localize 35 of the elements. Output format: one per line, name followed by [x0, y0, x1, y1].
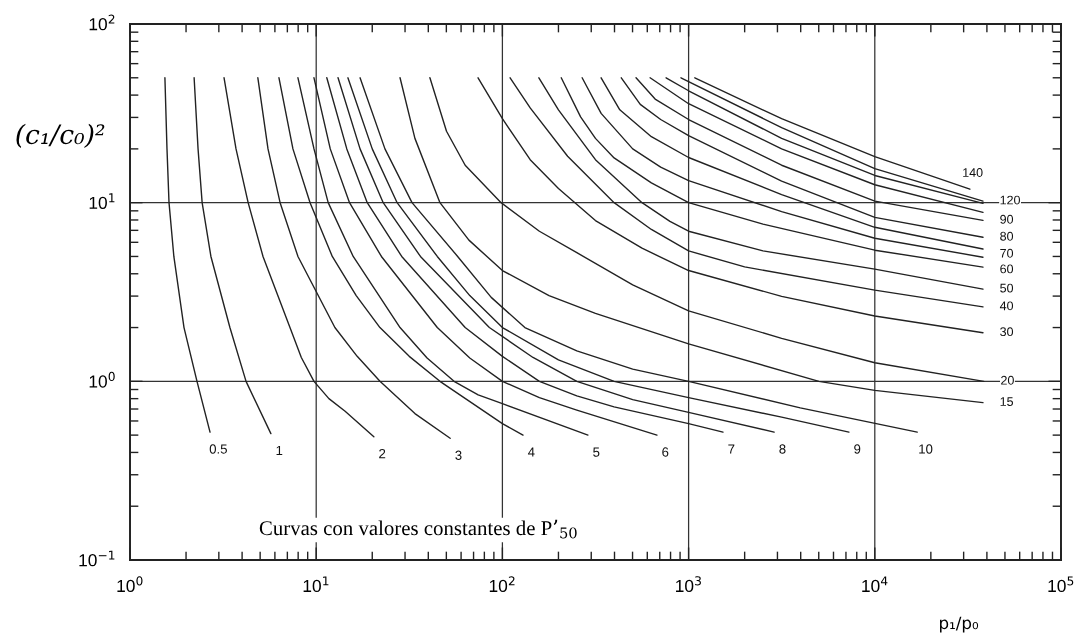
y-tick-label: 10$^{0}$: [89, 371, 115, 388]
series-label: 5: [593, 447, 600, 457]
annotation: Curvas con valores constantes de P’$_{50}$: [259, 519, 577, 539]
series-label: 80: [1000, 231, 1014, 241]
y-tick-label: 10$^{−1}$: [79, 550, 115, 567]
series-label: 50: [1000, 283, 1014, 293]
series-label: 6: [662, 447, 669, 457]
x-tick-label: 10$^{5}$: [1048, 576, 1074, 593]
series-label: 60: [1000, 264, 1014, 274]
series-label: 20: [1001, 375, 1014, 385]
x-tick-label: 10$^{1}$: [303, 576, 329, 593]
series-label: 140: [963, 168, 983, 177]
series-label: 120: [1000, 195, 1020, 205]
series-label: 10: [919, 444, 933, 454]
series-label: 90: [1000, 214, 1014, 224]
series-label: 1: [276, 445, 283, 456]
series-label: 8: [779, 444, 786, 454]
series-label: 70: [1000, 248, 1014, 258]
x-tick-label: 10$^{2}$: [489, 576, 515, 593]
x-tick-label: 10$^{3}$: [676, 576, 701, 593]
series-label: 40: [999, 301, 1014, 311]
y-axis-title: (c₁/c₀)²: [16, 123, 105, 148]
series-label: 3: [455, 450, 462, 460]
series-label: 4: [527, 447, 535, 457]
series-label: 9: [854, 444, 861, 454]
y-tick-label: 10$^{2}$: [89, 14, 115, 31]
x-tick-label: 10$^{4}$: [862, 576, 888, 593]
series-label: 30: [1000, 327, 1014, 337]
x-axis-title: p₁/p₀: [940, 616, 979, 633]
x-tick-label: 10$^{0}$: [117, 576, 143, 593]
series-label: 15: [1000, 397, 1014, 406]
series-label: 7: [728, 444, 735, 454]
series-label: 2: [379, 448, 386, 459]
series-label: 0.5: [209, 444, 227, 454]
y-tick-label: 10$^{1}$: [89, 193, 115, 210]
